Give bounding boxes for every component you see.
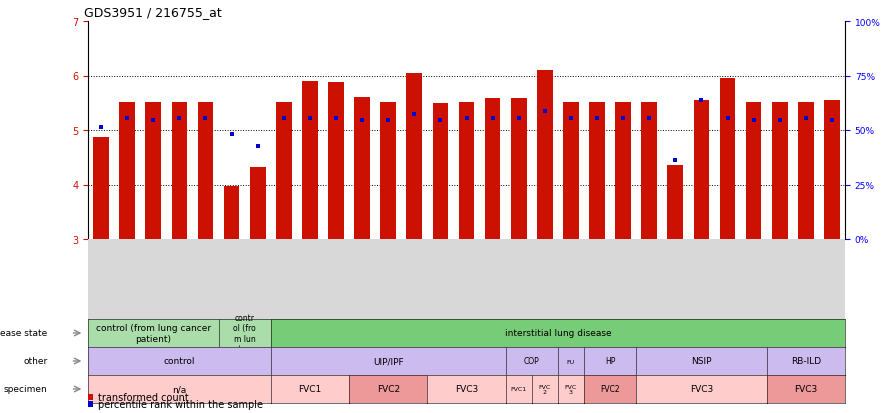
Bar	[224, 186, 240, 240]
Bar	[459, 102, 474, 240]
Bar	[693, 101, 709, 240]
Bar	[328, 83, 344, 240]
Text: control (from lung cancer
patient): control (from lung cancer patient)	[96, 323, 211, 343]
Bar	[641, 102, 657, 240]
Bar	[119, 102, 135, 240]
Text: contr
ol (fro
m lun
g trans: contr ol (fro m lun g trans	[231, 313, 258, 353]
Text: FVC1: FVC1	[299, 385, 322, 394]
Bar	[720, 79, 736, 240]
Bar	[172, 102, 187, 240]
Text: disease state: disease state	[0, 329, 48, 338]
Bar	[537, 71, 552, 240]
Text: FVC2: FVC2	[376, 385, 400, 394]
Bar	[406, 74, 422, 240]
Bar	[145, 102, 161, 240]
Text: GDS3951 / 216755_at: GDS3951 / 216755_at	[85, 6, 222, 19]
Bar	[615, 102, 631, 240]
Text: interstitial lung disease: interstitial lung disease	[505, 329, 611, 338]
Text: control: control	[164, 357, 195, 366]
Text: FVC
3: FVC 3	[565, 384, 577, 394]
Bar	[433, 104, 448, 240]
Text: COP: COP	[524, 357, 540, 366]
Bar	[589, 102, 605, 240]
Bar	[354, 98, 370, 240]
Text: percentile rank within the sample: percentile rank within the sample	[98, 399, 263, 409]
Text: transformed count: transformed count	[98, 392, 189, 402]
Text: FVC3: FVC3	[455, 385, 478, 394]
Text: FVC3: FVC3	[690, 385, 713, 394]
Text: FVC1: FVC1	[511, 387, 527, 392]
Bar	[302, 82, 318, 240]
Bar	[197, 102, 213, 240]
Bar	[668, 166, 683, 240]
Bar	[824, 101, 840, 240]
Text: FVC2: FVC2	[600, 385, 620, 394]
Bar	[563, 102, 579, 240]
Bar	[485, 99, 500, 240]
Bar	[381, 102, 396, 240]
Text: HP: HP	[605, 357, 615, 366]
Text: other: other	[23, 357, 48, 366]
Bar	[746, 102, 761, 240]
Text: UIP/IPF: UIP/IPF	[373, 357, 403, 366]
Text: FVC
2: FVC 2	[538, 384, 551, 394]
Text: RB-ILD: RB-ILD	[791, 357, 821, 366]
Bar	[798, 102, 814, 240]
Text: NSIP: NSIP	[692, 357, 712, 366]
Text: specimen: specimen	[4, 385, 48, 394]
Bar	[772, 102, 788, 240]
Text: n/a: n/a	[173, 385, 187, 394]
Bar	[276, 102, 292, 240]
Text: FU: FU	[566, 358, 575, 363]
Text: FVC3: FVC3	[794, 385, 818, 394]
Bar	[93, 137, 109, 240]
Bar	[511, 99, 527, 240]
Bar	[250, 168, 265, 240]
